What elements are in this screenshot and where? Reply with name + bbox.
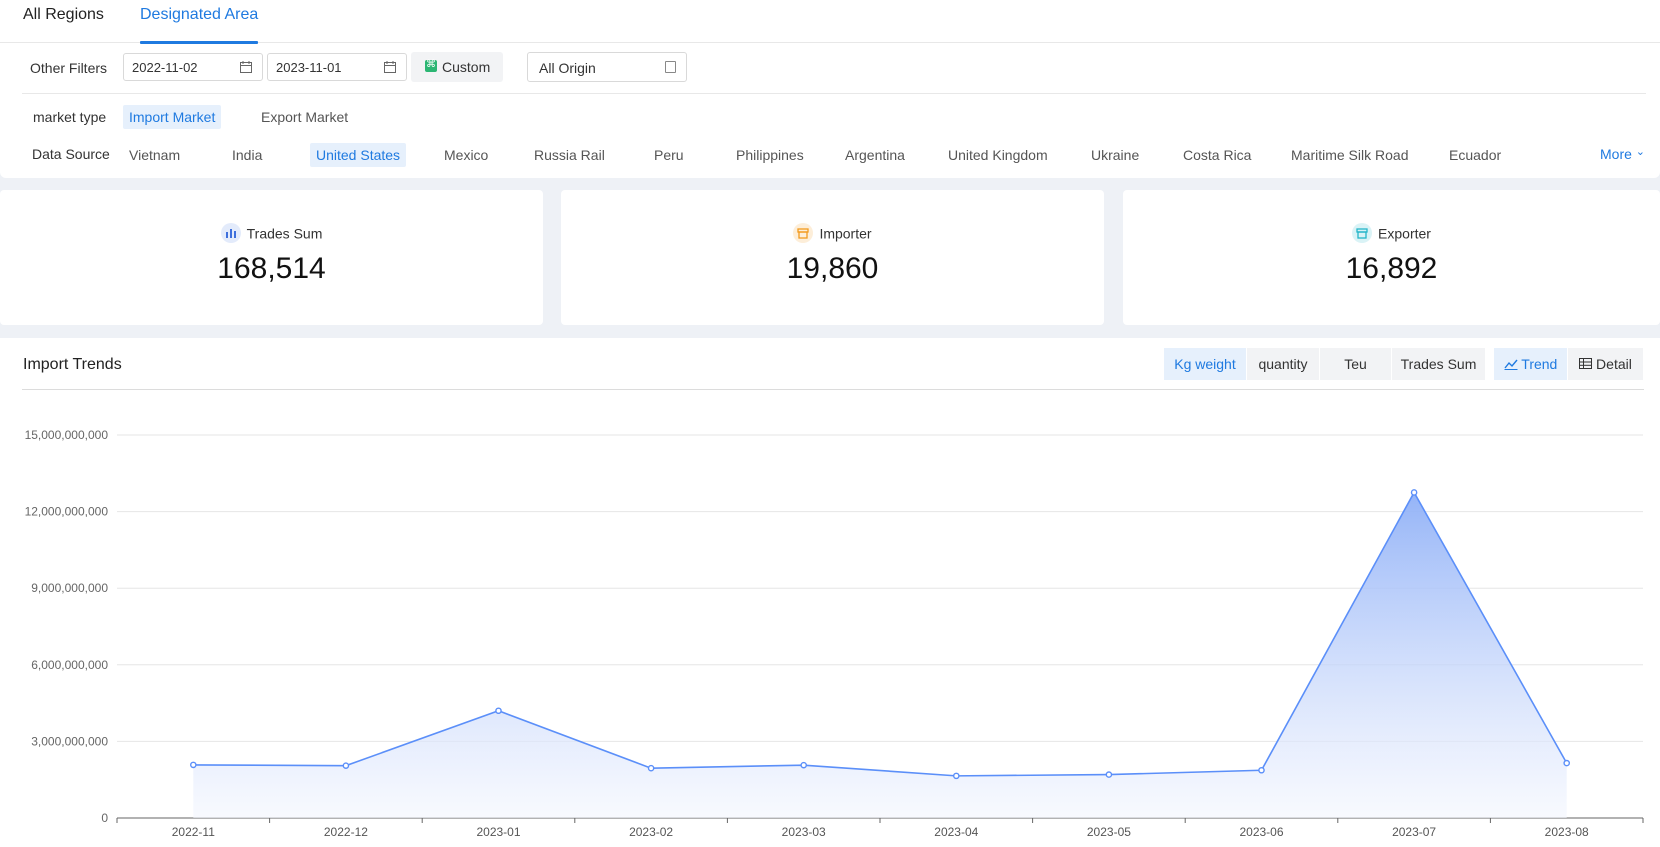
end-date-value: 2023-11-01 [276,60,342,75]
stat-title: Trades Sum [0,223,543,245]
other-filters-label: Other Filters [30,60,108,76]
line-chart-icon [1504,349,1518,370]
x-tick-label: 2022-12 [324,825,368,839]
more-label: More [1600,146,1632,162]
source-ukraine[interactable]: Ukraine [1091,147,1140,163]
store-icon [1352,223,1373,243]
y-tick-label: 3,000,000,000 [31,734,108,748]
metric-trades-sum[interactable]: Trades Sum [1392,348,1485,380]
store-icon [793,223,814,243]
calendar-icon [240,61,252,73]
data-point [1410,489,1418,496]
source-india[interactable]: India [232,147,263,163]
data-point [495,707,502,715]
end-date-input[interactable]: 2023-11-01 [267,53,407,81]
origin-value: All Origin [539,60,596,76]
source-peru[interactable]: Peru [654,147,684,163]
start-date-input[interactable]: 2022-11-02 [123,53,263,81]
y-tick-label: 9,000,000,000 [31,581,108,595]
source-mexico[interactable]: Mexico [444,147,489,163]
source-united-states[interactable]: United States [310,143,407,167]
chevron-down-icon: ⌄ [1635,146,1646,158]
filter-panel: All Regions Designated Area Other Filter… [0,0,1660,178]
view-trend-button[interactable]: Trend [1494,348,1567,380]
stat-value-importer: 19,860 [786,252,879,285]
x-tick-label: 2022-11 [172,825,215,839]
more-sources-link[interactable]: More ⌄ [1600,146,1645,162]
data-point [1258,766,1265,774]
y-tick-label: 0 [101,811,108,825]
x-tick-label: 2023-05 [1087,825,1131,839]
source-ecuador[interactable]: Ecuador [1449,147,1502,163]
start-date-value: 2022-11-02 [132,60,198,75]
x-tick-label: 2023-08 [1545,825,1589,839]
source-argentina[interactable]: Argentina [845,147,905,163]
stat-label-importer: Importer [819,225,872,242]
view-trend-label: Trend [1521,356,1558,372]
data-point [342,762,350,769]
bar-chart-icon [220,223,241,243]
metric-kg-weight[interactable]: Kg weight [1164,348,1246,380]
list-icon [665,61,676,73]
x-tick-label: 2023-07 [1392,825,1436,839]
stat-card-trades-sum: Trades Sum 168,514 [0,190,543,325]
source-philippines[interactable]: Philippines [736,147,804,163]
x-tick-label: 2023-03 [782,825,826,839]
data-point [1563,759,1570,767]
source-united-kingdom[interactable]: United Kingdom [948,147,1048,163]
chart-divider [22,389,1644,390]
chart-panel-title: Import Trends [23,356,122,373]
x-tick-label: 2023-01 [476,825,520,839]
stat-label-exporter: Exporter [1378,225,1431,242]
y-tick-label: 6,000,000,000 [31,658,108,672]
data-point [1105,771,1113,778]
table-icon [1579,349,1593,369]
data-source-label: Data Source [32,146,110,162]
data-point [953,772,960,780]
view-detail-label: Detail [1596,356,1632,372]
import-trends-chart: 0 3,000,000,000 6,000,000,000 9,000,000,000… [25,428,1644,839]
market-type-label: market type [33,109,107,125]
stat-title: Exporter [1123,223,1660,245]
tab-designated-area[interactable]: Designated Area [140,4,259,44]
y-tick-label: 12,000,000,000 [25,505,109,519]
data-point [189,761,197,769]
y-tick-label: 15,000,000,000 [25,428,109,442]
tab-all-regions[interactable]: All Regions [23,6,104,23]
source-costa-rica[interactable]: Costa Rica [1183,147,1252,163]
stat-card-exporter: Exporter 16,892 [1123,190,1660,325]
region-tabs: All Regions Designated Area [0,0,1660,44]
custom-label: Custom [442,59,491,75]
metric-quantity[interactable]: quantity [1247,348,1319,380]
import-trends-panel: Import Trends Kg weight quantity Teu Tra… [0,338,1660,847]
custom-icon [425,59,437,72]
market-export[interactable]: Export Market [261,109,349,125]
custom-date-button[interactable]: Custom [411,52,503,82]
series-area [193,492,1567,818]
data-point [800,761,808,769]
x-tick-label: 2023-04 [934,825,978,839]
data-point [647,764,655,772]
stat-value-exporter: 16,892 [1345,252,1438,285]
metric-teu[interactable]: Teu [1320,348,1391,380]
series-line [193,490,1568,777]
source-vietnam[interactable]: Vietnam [129,147,181,163]
stat-card-importer: Importer 19,860 [561,190,1104,325]
stat-title: Importer [561,223,1104,245]
stat-label-trades-sum: Trades Sum [246,225,323,242]
calendar-icon [384,61,396,73]
x-tick-label: 2023-06 [1239,825,1283,839]
divider [22,93,1646,94]
market-import[interactable]: Import Market [123,105,222,129]
stat-value-trades-sum: 168,514 [217,252,326,285]
origin-select[interactable]: All Origin [527,52,687,82]
source-russia-rail[interactable]: Russia Rail [534,147,605,163]
x-tick-label: 2023-02 [629,825,673,839]
view-detail-button[interactable]: Detail [1568,348,1643,380]
source-maritime-silk-road[interactable]: Maritime Silk Road [1291,147,1409,163]
